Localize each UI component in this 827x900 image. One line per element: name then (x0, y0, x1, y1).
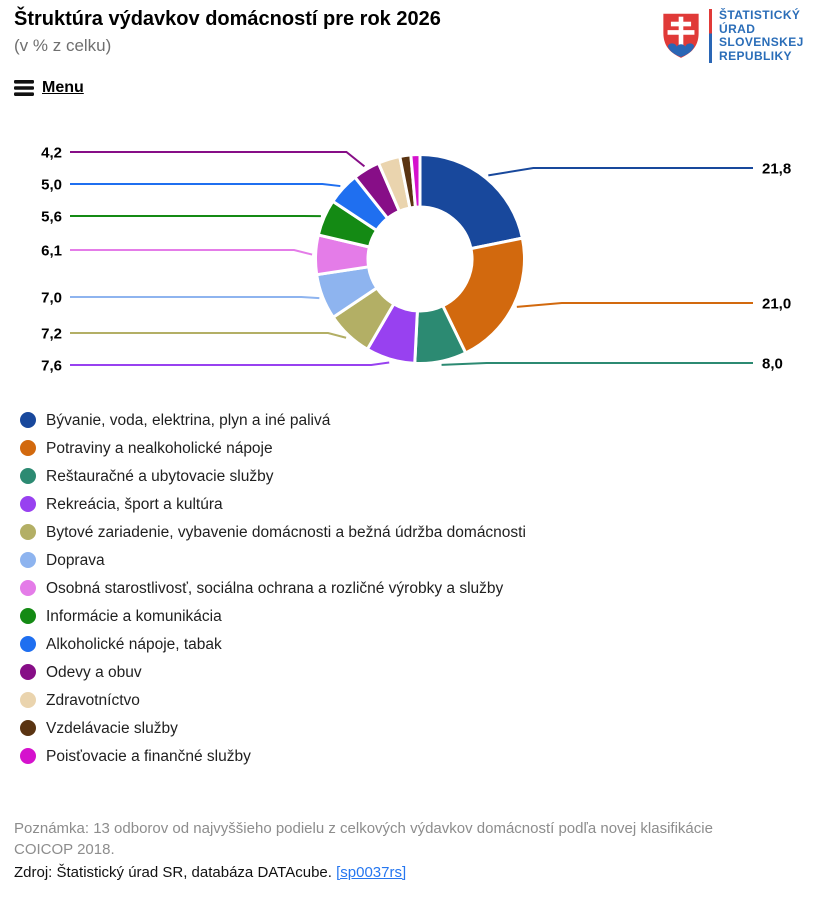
source-line: Zdroj: Štatistický úrad SR, databáza DAT… (14, 864, 406, 881)
callout-line (488, 167, 753, 177)
legend-label: Potraviny a nealkoholické nápoje (46, 440, 273, 457)
legend-item[interactable]: Rekreácia, šport a kultúra (16, 494, 616, 515)
legend-item[interactable]: Alkoholické nápoje, tabak (16, 634, 616, 655)
value-label: 4,2 (41, 145, 62, 162)
legend-item[interactable]: Poisťovacie a finančné služby (16, 746, 616, 767)
donut-slice[interactable] (418, 153, 524, 251)
value-label: 7,6 (41, 358, 62, 375)
legend-swatch-icon (20, 440, 36, 456)
callout-line (516, 302, 753, 308)
chart-subtitle: (v % z celku) (14, 36, 112, 55)
logo-line-3: SLOVENSKEJ (719, 35, 804, 49)
callout-line (70, 332, 347, 339)
value-label: 5,6 (41, 209, 62, 226)
legend-item[interactable]: Vzdelávacie služby (16, 718, 616, 739)
legend-swatch-icon (20, 524, 36, 540)
legend-item[interactable]: Potraviny a nealkoholické nápoje (16, 438, 616, 459)
legend-swatch-icon (20, 664, 36, 680)
callout-line (70, 249, 313, 256)
menu-button[interactable]: Menu (14, 79, 84, 97)
legend-label: Rekreácia, šport a kultúra (46, 496, 223, 513)
callout-line (70, 296, 320, 300)
legend-label: Reštauračné a ubytovacie služby (46, 468, 274, 485)
legend-label: Bývanie, voda, elektrina, plyn a iné pal… (46, 412, 331, 429)
donut-slice[interactable] (441, 236, 526, 355)
statistical-office-logo: ŠTATISTICKÝ ÚRAD SLOVENSKEJ REPUBLIKY (660, 8, 804, 64)
legend-label: Doprava (46, 552, 105, 569)
legend-swatch-icon (20, 748, 36, 764)
legend-label: Zdravotníctvo (46, 692, 140, 709)
legend-label: Osobná starostlivosť, sociálna ochrana a… (46, 580, 504, 597)
value-label: 7,2 (41, 326, 62, 343)
logo-line-4: REPUBLIKY (719, 48, 792, 63)
value-label: 21,0 (762, 296, 791, 313)
footnote: Poznámka: 13 odborov od najvyššieho podi… (14, 820, 713, 858)
donut-slice[interactable] (409, 153, 422, 209)
donut-chart: 21,8 21,0 8,0 7,6 7,2 7,0 6,1 5,6 5,0 4,2 (41, 145, 791, 375)
value-label: 7,0 (41, 290, 62, 307)
logo-org-name: ŠTATISTICKÝ ÚRAD SLOVENSKEJ REPUBLIKY (719, 8, 804, 63)
legend-label: Informácie a komunikácia (46, 608, 222, 625)
value-label: 21,8 (762, 161, 791, 178)
slovak-coat-of-arms-icon (663, 13, 699, 58)
legend-item[interactable]: Odevy a obuv (16, 662, 616, 683)
legend-swatch-icon (20, 412, 36, 428)
legend-swatch-icon (20, 468, 36, 484)
legend-item[interactable]: Bytové zariadenie, vybavenie domácnosti … (16, 522, 616, 543)
callout-line (70, 183, 341, 188)
logo-line-2: ÚRAD (719, 21, 756, 36)
legend-item[interactable]: Osobná starostlivosť, sociálna ochrana a… (16, 578, 616, 599)
legend-swatch-icon (20, 608, 36, 624)
legend-swatch-icon (20, 720, 36, 736)
legend-swatch-icon (20, 552, 36, 568)
legend-item[interactable]: Informácie a komunikácia (16, 606, 616, 627)
legend-swatch-icon (20, 580, 36, 596)
logo-divider (709, 9, 712, 63)
legend-label: Bytové zariadenie, vybavenie domácnosti … (46, 524, 526, 541)
legend-swatch-icon (20, 692, 36, 708)
source-link[interactable]: [sp0037rs] (336, 864, 407, 881)
legend-label: Vzdelávacie služby (46, 720, 178, 737)
legend-item[interactable]: Bývanie, voda, elektrina, plyn a iné pal… (16, 410, 616, 431)
logo-line-1: ŠTATISTICKÝ (719, 8, 801, 22)
legend-swatch-icon (20, 496, 36, 512)
chart-title: Štruktúra výdavkov domácností pre rok 20… (14, 8, 441, 30)
legend-item[interactable]: Doprava (16, 550, 616, 571)
legend-label: Odevy a obuv (46, 664, 142, 681)
value-label: 5,0 (41, 177, 62, 194)
menu-label: Menu (42, 79, 84, 96)
hamburger-icon (14, 80, 34, 96)
legend-item[interactable]: Zdravotníctvo (16, 690, 616, 711)
callout-line (70, 361, 390, 366)
legend-label: Poisťovacie a finančné služby (46, 748, 251, 765)
legend-swatch-icon (20, 636, 36, 652)
legend-item[interactable]: Reštauračné a ubytovacie služby (16, 466, 616, 487)
callout-line (441, 362, 753, 366)
callout-line (70, 151, 366, 168)
legend: Bývanie, voda, elektrina, plyn a iné pal… (16, 410, 616, 774)
value-label: 8,0 (762, 356, 783, 373)
legend-label: Alkoholické nápoje, tabak (46, 636, 222, 653)
source-text: Zdroj: Štatistický úrad SR, databáza DAT… (14, 864, 332, 881)
value-label: 6,1 (41, 243, 62, 260)
